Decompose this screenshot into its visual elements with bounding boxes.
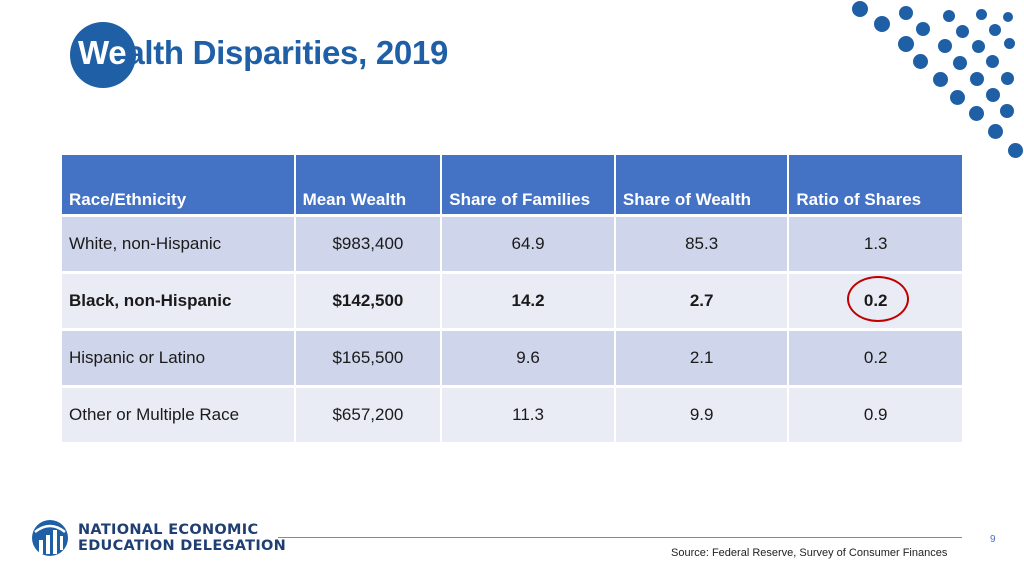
- dot: [1008, 143, 1023, 158]
- cell-share-wealth: 85.3: [615, 217, 788, 271]
- cell-share-families: 64.9: [442, 217, 614, 271]
- dot: [913, 54, 928, 69]
- wealth-disparities-table: Race/Ethnicity Mean Wealth Share of Fami…: [60, 152, 964, 445]
- dot: [1004, 38, 1015, 49]
- cell-mean-wealth: $657,200: [295, 388, 441, 442]
- dot: [976, 9, 987, 20]
- title-first-letters: We: [78, 34, 127, 71]
- cell-share-families: 14.2: [442, 274, 614, 328]
- decorative-dot-pattern: [840, 0, 1024, 170]
- dot: [970, 72, 984, 86]
- cell-ratio: 0.9: [789, 388, 962, 442]
- page-number: 9: [990, 534, 996, 545]
- dot: [916, 22, 930, 36]
- header-ratio-of-shares: Ratio of Shares: [789, 155, 962, 214]
- header-share-of-families: Share of Families: [442, 155, 614, 214]
- footer-divider: [278, 537, 962, 538]
- cell-ratio-circled: 0.2: [789, 274, 962, 328]
- ratio-highlight: 0.2: [846, 276, 909, 322]
- dot: [950, 90, 965, 105]
- logo-wordmark: NATIONAL ECONOMIC EDUCATION DELEGATION: [78, 522, 286, 554]
- dot: [988, 124, 1003, 139]
- cell-race: White, non-Hispanic: [62, 217, 294, 271]
- dot: [1001, 72, 1014, 85]
- dot: [969, 106, 984, 121]
- dot: [874, 16, 890, 32]
- table-row-highlighted: Black, non-Hispanic $142,500 14.2 2.7 0.…: [62, 274, 962, 328]
- cell-mean-wealth: $142,500: [295, 274, 441, 328]
- red-circle-annotation: [846, 276, 909, 322]
- cell-ratio: 1.3: [789, 217, 962, 271]
- table-row: White, non-Hispanic $983,400 64.9 85.3 1…: [62, 217, 962, 271]
- logo-line-1: NATIONAL ECONOMIC: [78, 522, 259, 538]
- cell-share-wealth: 2.7: [615, 274, 788, 328]
- dot: [943, 10, 955, 22]
- title-rest: alth Disparities, 2019: [126, 34, 449, 71]
- title-text: Wealth Disparities, 2019: [78, 34, 448, 72]
- cell-mean-wealth: $983,400: [295, 217, 441, 271]
- dot: [1000, 104, 1014, 118]
- dot: [953, 56, 967, 70]
- dot: [989, 24, 1001, 36]
- table-row: Other or Multiple Race $657,200 11.3 9.9…: [62, 388, 962, 442]
- source-note: Source: Federal Reserve, Survey of Consu…: [671, 547, 948, 559]
- dot: [956, 25, 969, 38]
- dot: [898, 36, 914, 52]
- logo-line-2: EDUCATION DELEGATION: [78, 538, 287, 554]
- dot: [986, 55, 999, 68]
- dot: [972, 40, 985, 53]
- table-header-row: Race/Ethnicity Mean Wealth Share of Fami…: [62, 155, 962, 214]
- dot: [933, 72, 948, 87]
- globe-icon: [32, 520, 68, 556]
- cell-race: Black, non-Hispanic: [62, 274, 294, 328]
- header-share-of-wealth: Share of Wealth: [615, 155, 788, 214]
- title-circle-accent: [70, 22, 136, 88]
- cell-race: Other or Multiple Race: [62, 388, 294, 442]
- dot: [852, 1, 868, 17]
- cell-share-wealth: 2.1: [615, 331, 788, 385]
- header-mean-wealth: Mean Wealth: [295, 155, 441, 214]
- dot: [938, 39, 952, 53]
- cell-ratio: 0.2: [789, 331, 962, 385]
- table-row: Hispanic or Latino $165,500 9.6 2.1 0.2: [62, 331, 962, 385]
- cell-share-wealth: 9.9: [615, 388, 788, 442]
- cell-share-families: 9.6: [442, 331, 614, 385]
- cell-share-families: 11.3: [442, 388, 614, 442]
- dot: [1003, 12, 1013, 22]
- cell-race: Hispanic or Latino: [62, 331, 294, 385]
- dot: [986, 88, 1000, 102]
- cell-mean-wealth: $165,500: [295, 331, 441, 385]
- header-race-ethnicity: Race/Ethnicity: [62, 155, 294, 214]
- dot: [899, 6, 913, 20]
